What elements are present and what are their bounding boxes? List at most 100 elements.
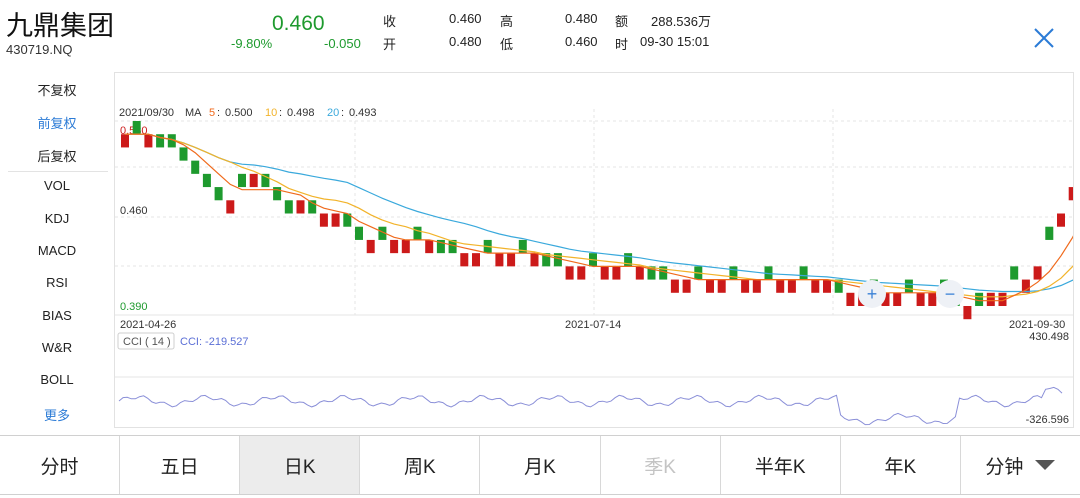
sidebar-item-no-adjust[interactable]: 不复权 xyxy=(37,83,77,98)
quote-value-close: 0.460 xyxy=(449,11,482,26)
candle xyxy=(518,239,527,254)
candle xyxy=(1021,279,1030,293)
candle xyxy=(881,292,890,306)
sidebar-item-macd[interactable]: MACD xyxy=(37,243,77,258)
candle xyxy=(577,266,586,280)
candle xyxy=(425,239,434,254)
tab-quarterly-k: 季K xyxy=(601,436,721,494)
ma10-value: 0.498 xyxy=(287,107,315,119)
tab-half-year-k[interactable]: 半年K xyxy=(721,436,841,494)
candle xyxy=(179,147,188,161)
candle xyxy=(811,279,820,293)
quote-value-amount: 288.536万 xyxy=(651,14,711,29)
stock-code: 430719.NQ xyxy=(6,42,73,57)
ma10-key: 10 xyxy=(265,107,277,119)
cci-value: CCI: -219.527 xyxy=(180,336,248,348)
current-price: 0.460 xyxy=(272,12,325,35)
candle xyxy=(156,134,165,148)
sidebar-item-wr[interactable]: W&R xyxy=(41,340,73,355)
candle xyxy=(202,173,211,188)
candle xyxy=(764,266,773,280)
tab-yearly-k[interactable]: 年K xyxy=(841,436,961,494)
sidebar-item-more[interactable]: 更多 xyxy=(43,408,70,423)
date-label-start: 2021-04-26 xyxy=(120,319,176,331)
tab-monthly-k[interactable]: 月K xyxy=(480,436,601,494)
quote-label-open: 开 xyxy=(383,37,397,52)
zoom-out-button[interactable]: − xyxy=(936,280,964,308)
cci-max-label: 430.498 xyxy=(1029,331,1069,343)
candle xyxy=(436,239,445,254)
quote-value-high: 0.480 xyxy=(565,11,598,26)
quote-value-open: 0.480 xyxy=(449,34,482,49)
candle xyxy=(331,213,340,227)
sidebar-item-backward-adjust[interactable]: 后复权 xyxy=(37,149,77,164)
quote-label-low: 低 xyxy=(500,37,514,52)
candle xyxy=(928,292,937,306)
candle xyxy=(799,266,808,280)
tab-minute[interactable]: 分钟 xyxy=(961,436,1080,494)
close-button[interactable] xyxy=(1030,24,1058,52)
ma20-line xyxy=(125,133,1080,293)
sidebar-item-bias[interactable]: BIAS xyxy=(42,308,72,323)
candle xyxy=(600,266,609,280)
tab-label: 分钟 xyxy=(985,456,1024,478)
candle xyxy=(635,266,644,280)
sidebar-item-vol[interactable]: VOL xyxy=(43,178,70,193)
candle xyxy=(214,187,223,201)
candle xyxy=(916,292,925,306)
chevron-down-icon[interactable] xyxy=(1035,460,1056,470)
date-label-mid: 2021-07-14 xyxy=(565,319,621,331)
candle xyxy=(273,187,282,201)
close-icon xyxy=(1034,28,1054,48)
quote-label-amount: 额 xyxy=(615,14,629,29)
candle xyxy=(986,292,995,306)
candle xyxy=(659,266,668,280)
sidebar-item-forward-adjust[interactable]: 前复权 xyxy=(37,116,77,131)
sidebar-item-kdj[interactable]: KDJ xyxy=(44,211,70,226)
candle xyxy=(413,226,422,240)
candle xyxy=(1033,266,1042,280)
tab-weekly-k[interactable]: 周K xyxy=(360,436,481,494)
candle xyxy=(647,266,656,280)
candle xyxy=(612,266,621,280)
cci-name-badge[interactable] xyxy=(117,332,175,350)
candle xyxy=(530,253,539,267)
tab-label: 日K xyxy=(283,456,316,478)
moving-average-lines xyxy=(125,133,1080,302)
candle xyxy=(319,213,328,227)
kline-chart[interactable]: 2021/09/30 MA 5 : 0.500 10 : 0.498 20 : … xyxy=(114,72,1080,428)
tab-five-day[interactable]: 五日 xyxy=(120,436,241,494)
candle xyxy=(823,279,831,293)
candle xyxy=(132,121,141,135)
candle xyxy=(460,253,469,267)
candle xyxy=(729,266,738,280)
tab-intraday[interactable]: 分时 xyxy=(0,436,121,494)
candle xyxy=(144,134,153,148)
quote-value-low: 0.460 xyxy=(565,34,598,49)
cci-name: CCI ( 14 ) xyxy=(123,336,171,348)
candle xyxy=(1068,187,1077,201)
sidebar-divider xyxy=(8,171,108,172)
cci-min-label: -326.596 xyxy=(1026,414,1069,426)
date-label-end: 2021-09-30 xyxy=(1009,319,1065,331)
sidebar-item-boll[interactable]: BOLL xyxy=(40,372,74,387)
candle xyxy=(717,279,726,293)
candle xyxy=(565,266,574,280)
candle xyxy=(1045,226,1054,240)
candle xyxy=(507,253,516,267)
tab-label: 周K xyxy=(404,456,436,478)
ma20-value: 0.493 xyxy=(349,107,377,119)
candle xyxy=(238,173,246,188)
tab-label: 五日 xyxy=(160,456,199,478)
zoom-in-button[interactable]: + xyxy=(858,280,886,308)
ma5-sep: : xyxy=(217,107,220,119)
candle xyxy=(226,200,235,214)
ma5-line xyxy=(125,133,1080,302)
sidebar-item-rsi[interactable]: RSI xyxy=(46,275,68,290)
candle xyxy=(366,239,375,254)
candle xyxy=(741,279,750,293)
candle xyxy=(1010,266,1019,280)
tab-daily-k[interactable]: 日K xyxy=(240,436,361,494)
candle xyxy=(121,134,129,148)
candle xyxy=(904,279,913,293)
